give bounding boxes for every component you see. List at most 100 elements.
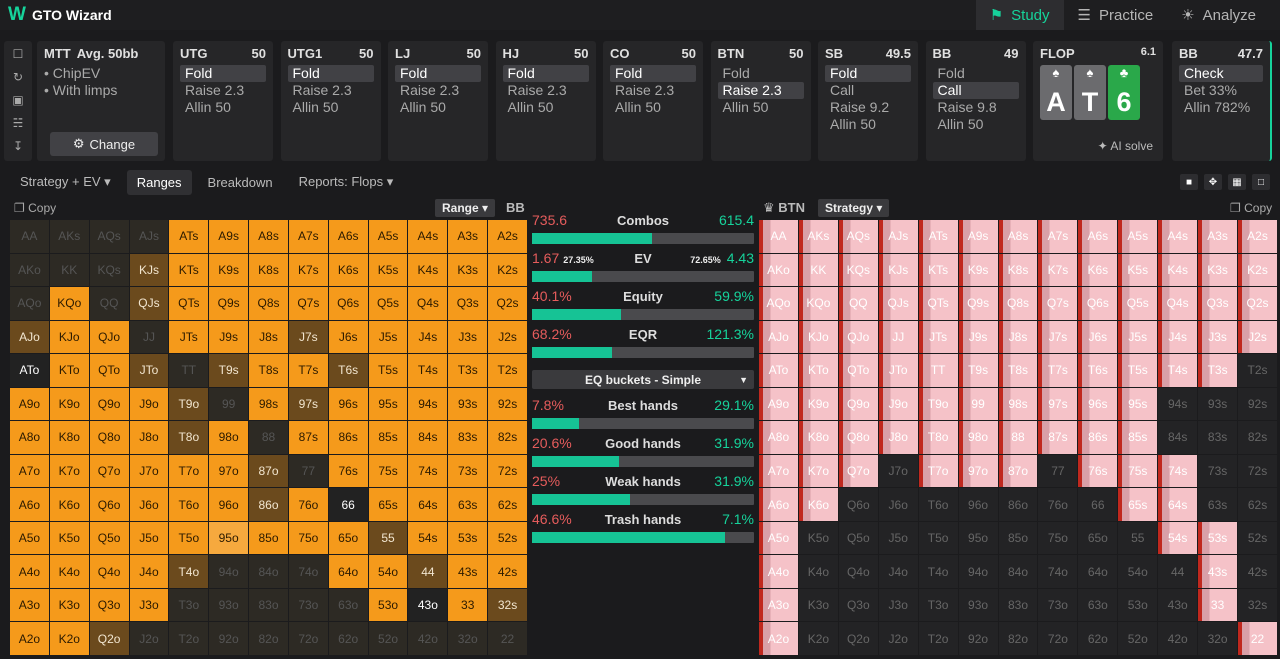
hand-cell[interactable]: 99 (958, 387, 998, 421)
hand-cell[interactable]: J8o (129, 421, 169, 454)
hand-cell[interactable]: 33 (1198, 588, 1238, 622)
action-option[interactable]: Allin 50 (937, 116, 984, 132)
hand-cell[interactable]: T4s (1158, 354, 1198, 387)
action-option[interactable]: Allin 50 (185, 99, 231, 115)
hand-cell[interactable]: K5o (49, 521, 89, 555)
hand-cell[interactable]: 32s (488, 588, 527, 622)
hand-cell[interactable]: 82o (998, 622, 1038, 655)
hand-cell[interactable]: K9s (958, 253, 998, 287)
hand-cell[interactable]: 75o (1038, 521, 1078, 555)
hand-cell[interactable]: 98s (998, 387, 1038, 421)
hand-cell[interactable]: 64o (328, 555, 368, 588)
action-option[interactable]: Allin 50 (830, 116, 876, 132)
hand-cell[interactable]: 82s (488, 421, 527, 454)
action-option[interactable]: Raise 2.3 (615, 82, 675, 98)
hand-cell[interactable]: K2o (49, 622, 89, 655)
hand-cell[interactable]: 86o (249, 488, 288, 521)
flop-card[interactable]: FLOP 6.1 ♠ A ♠ T ♣ 6 ✦ AI solve (1033, 41, 1163, 161)
hand-cell[interactable]: A5s (1118, 220, 1158, 253)
action-option[interactable]: Raise 9.8 (937, 99, 997, 115)
hand-cell[interactable]: QJs (878, 287, 918, 320)
hand-cell[interactable]: TT (918, 354, 958, 387)
hand-cell[interactable]: J4o (129, 555, 169, 588)
hand-cell[interactable]: J5s (368, 320, 408, 354)
hand-cell[interactable]: Q7s (1038, 287, 1078, 320)
hand-cell[interactable]: 93s (448, 387, 488, 421)
hand-cell[interactable]: 75s (1118, 454, 1158, 488)
hand-cell[interactable]: A7s (1038, 220, 1078, 253)
hand-cell[interactable]: 33 (448, 588, 488, 622)
hand-cell[interactable]: T9o (918, 387, 958, 421)
hand-cell[interactable]: 97o (958, 454, 998, 488)
hand-cell[interactable]: ATo (10, 354, 49, 387)
action-option[interactable]: Fold (825, 65, 911, 82)
hand-cell[interactable]: Q7o (89, 454, 129, 488)
hand-cell[interactable]: KTs (169, 253, 209, 287)
hand-cell[interactable]: T3s (448, 354, 488, 387)
hand-cell[interactable]: 92o (209, 622, 249, 655)
hand-cell[interactable]: 62s (1238, 488, 1277, 521)
hand-cell[interactable]: J9o (129, 387, 169, 421)
hand-cell[interactable]: 42s (488, 555, 527, 588)
hand-cell[interactable]: 52o (1118, 622, 1158, 655)
hand-cell[interactable]: 86o (998, 488, 1038, 521)
hand-cell[interactable]: 22 (1238, 622, 1277, 655)
hand-cell[interactable]: T5o (918, 521, 958, 555)
hand-cell[interactable]: 96o (958, 488, 998, 521)
hand-cell[interactable]: T9s (209, 354, 249, 387)
hand-cell[interactable]: J5o (129, 521, 169, 555)
hand-cell[interactable]: A4s (1158, 220, 1198, 253)
hand-cell[interactable]: T2o (169, 622, 209, 655)
hand-cell[interactable]: 99 (209, 387, 249, 421)
nav-practice[interactable]: ☰ Practice (1064, 0, 1168, 30)
hand-cell[interactable]: A3s (448, 220, 488, 253)
hand-cell[interactable]: AJs (129, 220, 169, 253)
hand-cell[interactable]: 64s (1158, 488, 1198, 521)
hand-cell[interactable]: KTo (798, 354, 838, 387)
hand-cell[interactable]: Q2o (89, 622, 129, 655)
hand-cell[interactable]: 76s (1078, 454, 1118, 488)
hand-cell[interactable]: TT (169, 354, 209, 387)
hand-cell[interactable]: 83o (249, 588, 288, 622)
hand-cell[interactable]: Q6o (89, 488, 129, 521)
hand-cell[interactable]: 96o (209, 488, 249, 521)
hand-cell[interactable]: A3s (1198, 220, 1238, 253)
hand-cell[interactable]: T5s (1118, 354, 1158, 387)
hand-cell[interactable]: T6s (328, 354, 368, 387)
action-option[interactable]: Check (1179, 65, 1263, 82)
nav-analyze[interactable]: ☀ Analyze (1167, 0, 1270, 30)
hand-cell[interactable]: J9s (209, 320, 249, 354)
hand-cell[interactable]: Q3o (838, 588, 878, 622)
hand-cell[interactable]: 72s (488, 454, 527, 488)
tab-strategy[interactable]: Strategy + EV ▾ (20, 174, 111, 189)
hand-cell[interactable]: 76s (328, 454, 368, 488)
hand-cell[interactable]: KQs (838, 253, 878, 287)
hand-cell[interactable]: 66 (328, 488, 368, 521)
action-option[interactable]: Raise 9.2 (830, 99, 890, 115)
hand-cell[interactable]: K7s (1038, 253, 1078, 287)
hand-cell[interactable]: 74s (1158, 454, 1198, 488)
hand-cell[interactable]: KQo (798, 287, 838, 320)
hand-cell[interactable]: 65s (1118, 488, 1158, 521)
hand-cell[interactable]: A8o (10, 421, 49, 454)
hand-cell[interactable]: 44 (1158, 555, 1198, 588)
hand-cell[interactable]: 83s (448, 421, 488, 454)
action-option[interactable]: Allin 50 (722, 99, 769, 115)
hand-cell[interactable]: AKs (798, 220, 838, 253)
hand-cell[interactable]: 73s (1198, 454, 1238, 488)
hand-cell[interactable]: 63o (1078, 588, 1118, 622)
hand-cell[interactable]: J2o (129, 622, 169, 655)
hand-cell[interactable]: 77 (1038, 454, 1078, 488)
hand-cell[interactable]: 43o (408, 588, 448, 622)
hand-cell[interactable]: Q5o (838, 521, 878, 555)
hand-cell[interactable]: 84o (249, 555, 288, 588)
hand-cell[interactable]: J7o (129, 454, 169, 488)
hand-cell[interactable]: A7s (288, 220, 328, 253)
hand-cell[interactable]: K2s (1238, 253, 1277, 287)
hand-cell[interactable]: T4o (918, 555, 958, 588)
hand-cell[interactable]: 74o (1038, 555, 1078, 588)
hand-cell[interactable]: 85o (249, 521, 288, 555)
hand-cell[interactable]: ATs (918, 220, 958, 253)
view-single-icon[interactable]: ■ (1180, 174, 1198, 190)
mtt-settings-card[interactable]: MTT Avg. 50bb • ChipEV • With limps ⚙ Ch… (37, 41, 165, 161)
